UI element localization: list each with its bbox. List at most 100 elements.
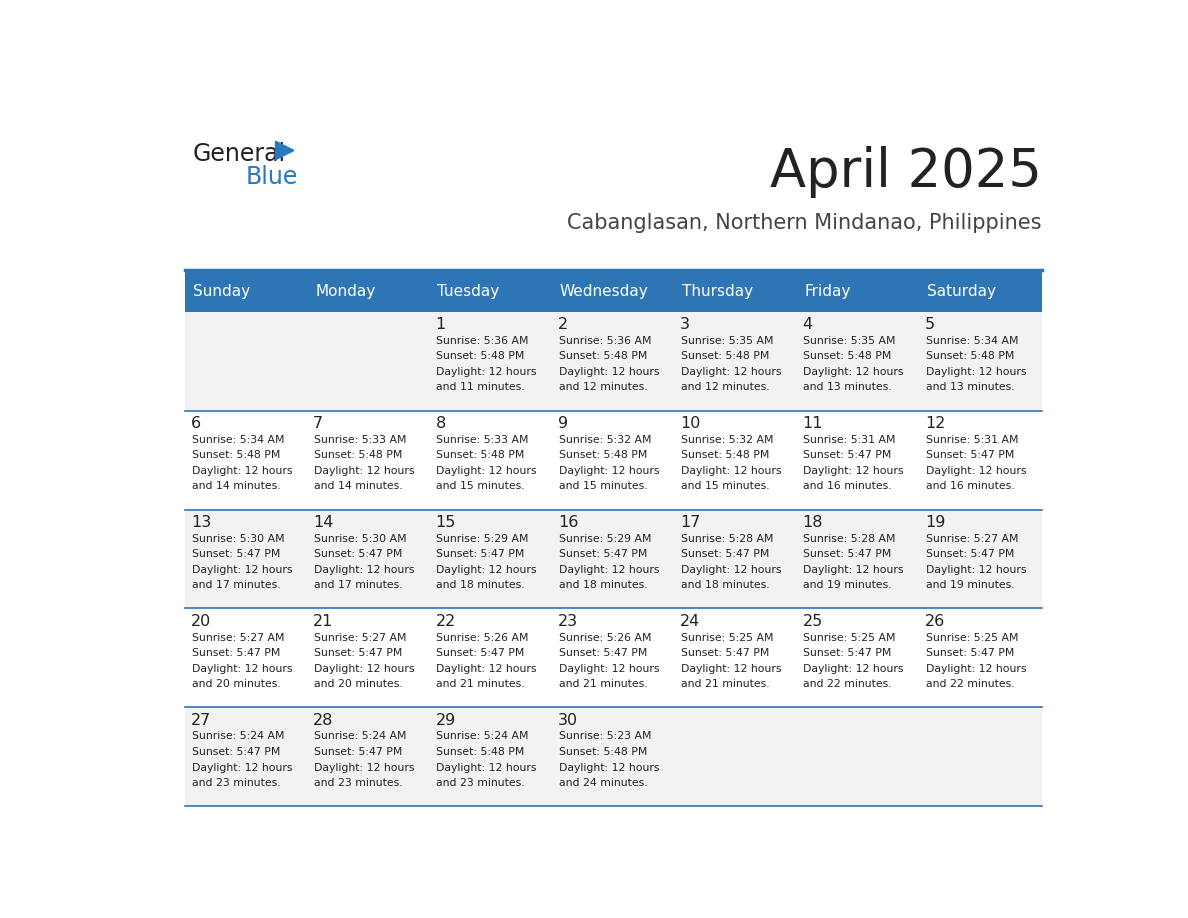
Text: Sunrise: 5:25 AM: Sunrise: 5:25 AM xyxy=(803,633,896,643)
Text: Daylight: 12 hours: Daylight: 12 hours xyxy=(558,763,659,773)
Bar xyxy=(675,609,797,708)
Text: Sunrise: 5:30 AM: Sunrise: 5:30 AM xyxy=(314,533,406,543)
Text: 27: 27 xyxy=(191,713,211,728)
Text: Sunrise: 5:35 AM: Sunrise: 5:35 AM xyxy=(803,336,896,346)
Text: Sunset: 5:47 PM: Sunset: 5:47 PM xyxy=(925,450,1015,460)
Text: Daylight: 12 hours: Daylight: 12 hours xyxy=(925,367,1026,376)
Bar xyxy=(797,410,920,509)
Bar xyxy=(675,311,797,410)
Bar xyxy=(675,271,797,311)
Bar xyxy=(430,708,552,806)
Text: Sunset: 5:48 PM: Sunset: 5:48 PM xyxy=(558,450,647,460)
Bar xyxy=(920,509,1042,609)
Text: April 2025: April 2025 xyxy=(770,145,1042,197)
Text: Saturday: Saturday xyxy=(927,284,996,298)
Text: Sunrise: 5:29 AM: Sunrise: 5:29 AM xyxy=(436,533,529,543)
Bar xyxy=(308,311,430,410)
Bar xyxy=(797,271,920,311)
Text: Daylight: 12 hours: Daylight: 12 hours xyxy=(803,367,904,376)
Text: 18: 18 xyxy=(802,515,823,531)
Text: and 15 minutes.: and 15 minutes. xyxy=(681,481,770,491)
Bar xyxy=(675,509,797,609)
Text: Sunset: 5:47 PM: Sunset: 5:47 PM xyxy=(925,549,1015,559)
Bar xyxy=(185,410,308,509)
Text: Sunset: 5:47 PM: Sunset: 5:47 PM xyxy=(681,648,770,658)
Text: and 14 minutes.: and 14 minutes. xyxy=(191,481,280,491)
Text: Sunrise: 5:24 AM: Sunrise: 5:24 AM xyxy=(191,732,284,742)
Text: Sunset: 5:47 PM: Sunset: 5:47 PM xyxy=(436,549,525,559)
Text: Daylight: 12 hours: Daylight: 12 hours xyxy=(436,763,537,773)
Text: and 22 minutes.: and 22 minutes. xyxy=(925,679,1015,689)
Text: Sunrise: 5:32 AM: Sunrise: 5:32 AM xyxy=(558,434,651,444)
Text: Daylight: 12 hours: Daylight: 12 hours xyxy=(925,465,1026,476)
Text: Daylight: 12 hours: Daylight: 12 hours xyxy=(803,565,904,575)
Bar xyxy=(430,609,552,708)
Text: 24: 24 xyxy=(681,614,701,629)
Text: and 16 minutes.: and 16 minutes. xyxy=(803,481,892,491)
Text: 6: 6 xyxy=(191,416,201,431)
Text: Friday: Friday xyxy=(804,284,851,298)
Text: Sunrise: 5:26 AM: Sunrise: 5:26 AM xyxy=(436,633,529,643)
Text: 28: 28 xyxy=(314,713,334,728)
Text: Sunrise: 5:36 AM: Sunrise: 5:36 AM xyxy=(558,336,651,346)
Text: Daylight: 12 hours: Daylight: 12 hours xyxy=(558,465,659,476)
Bar xyxy=(552,708,675,806)
Text: Sunset: 5:48 PM: Sunset: 5:48 PM xyxy=(925,352,1015,361)
Bar xyxy=(552,410,675,509)
Text: Sunrise: 5:24 AM: Sunrise: 5:24 AM xyxy=(436,732,529,742)
Bar xyxy=(185,271,308,311)
Text: 22: 22 xyxy=(436,614,456,629)
Bar xyxy=(552,509,675,609)
Text: 10: 10 xyxy=(681,416,701,431)
Text: 29: 29 xyxy=(436,713,456,728)
Bar xyxy=(797,509,920,609)
Text: Daylight: 12 hours: Daylight: 12 hours xyxy=(314,664,415,674)
Text: and 15 minutes.: and 15 minutes. xyxy=(558,481,647,491)
Text: and 13 minutes.: and 13 minutes. xyxy=(925,382,1015,392)
Text: Sunrise: 5:34 AM: Sunrise: 5:34 AM xyxy=(925,336,1018,346)
Text: and 18 minutes.: and 18 minutes. xyxy=(436,580,525,590)
Text: and 14 minutes.: and 14 minutes. xyxy=(314,481,403,491)
Bar xyxy=(675,708,797,806)
Text: Sunset: 5:47 PM: Sunset: 5:47 PM xyxy=(314,747,403,757)
Text: and 20 minutes.: and 20 minutes. xyxy=(191,679,280,689)
Text: Sunrise: 5:23 AM: Sunrise: 5:23 AM xyxy=(558,732,651,742)
Text: and 11 minutes.: and 11 minutes. xyxy=(436,382,525,392)
Text: Sunrise: 5:35 AM: Sunrise: 5:35 AM xyxy=(681,336,773,346)
Text: Sunrise: 5:25 AM: Sunrise: 5:25 AM xyxy=(925,633,1018,643)
Text: Daylight: 12 hours: Daylight: 12 hours xyxy=(314,763,415,773)
Text: Sunset: 5:48 PM: Sunset: 5:48 PM xyxy=(558,352,647,361)
Text: and 23 minutes.: and 23 minutes. xyxy=(436,778,525,789)
Text: Sunrise: 5:27 AM: Sunrise: 5:27 AM xyxy=(191,633,284,643)
Text: Daylight: 12 hours: Daylight: 12 hours xyxy=(436,664,537,674)
Bar xyxy=(430,410,552,509)
Bar xyxy=(920,410,1042,509)
Bar xyxy=(675,410,797,509)
Text: Sunset: 5:47 PM: Sunset: 5:47 PM xyxy=(803,549,892,559)
Text: and 17 minutes.: and 17 minutes. xyxy=(191,580,280,590)
Text: and 20 minutes.: and 20 minutes. xyxy=(314,679,403,689)
Bar xyxy=(552,311,675,410)
Text: and 21 minutes.: and 21 minutes. xyxy=(681,679,770,689)
Text: 17: 17 xyxy=(681,515,701,531)
Text: Sunrise: 5:34 AM: Sunrise: 5:34 AM xyxy=(191,434,284,444)
Text: Sunrise: 5:27 AM: Sunrise: 5:27 AM xyxy=(925,533,1018,543)
Text: Sunset: 5:47 PM: Sunset: 5:47 PM xyxy=(191,648,280,658)
Text: and 13 minutes.: and 13 minutes. xyxy=(803,382,892,392)
Text: and 21 minutes.: and 21 minutes. xyxy=(558,679,647,689)
Text: 5: 5 xyxy=(924,318,935,332)
Text: Sunset: 5:48 PM: Sunset: 5:48 PM xyxy=(436,747,525,757)
Text: Sunset: 5:47 PM: Sunset: 5:47 PM xyxy=(314,648,403,658)
Text: and 19 minutes.: and 19 minutes. xyxy=(925,580,1015,590)
Text: and 18 minutes.: and 18 minutes. xyxy=(558,580,647,590)
Text: and 12 minutes.: and 12 minutes. xyxy=(558,382,647,392)
Text: Sunrise: 5:36 AM: Sunrise: 5:36 AM xyxy=(436,336,529,346)
Bar xyxy=(552,271,675,311)
Bar xyxy=(430,271,552,311)
Bar xyxy=(185,509,308,609)
Text: and 21 minutes.: and 21 minutes. xyxy=(436,679,525,689)
Text: 16: 16 xyxy=(558,515,579,531)
Bar xyxy=(430,311,552,410)
Bar xyxy=(430,509,552,609)
Text: Sunset: 5:47 PM: Sunset: 5:47 PM xyxy=(803,648,892,658)
